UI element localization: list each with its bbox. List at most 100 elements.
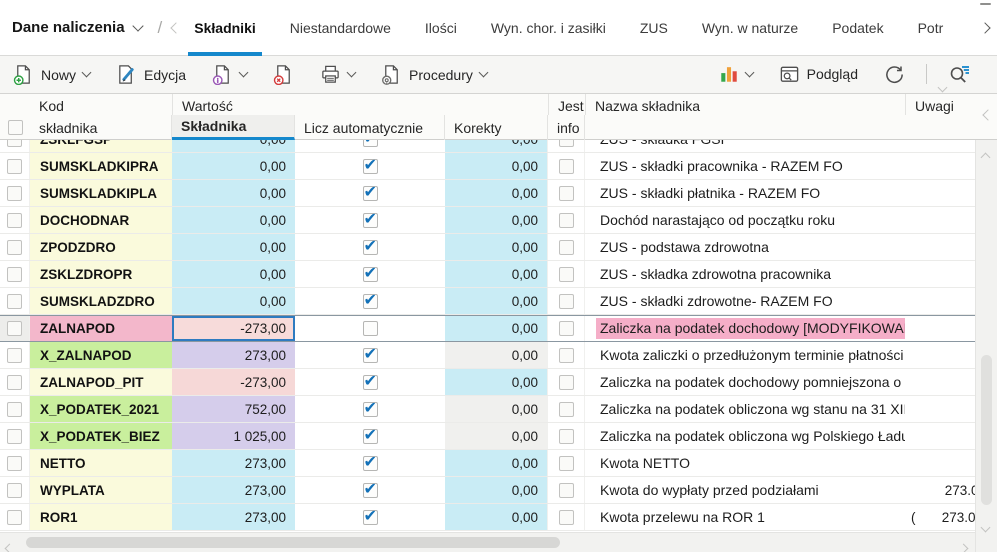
korekty-cell[interactable]: 0,00 [445, 140, 548, 152]
checkbox-icon[interactable] [362, 209, 378, 228]
nazwa-cell[interactable]: Kwota przelewu na ROR 1 [585, 504, 905, 530]
table-row[interactable]: ZPODZDRO 0,00 0,00 ZUS - podstawa zdrowo… [0, 234, 975, 261]
jest-info-cell[interactable] [548, 288, 585, 314]
wartosc-cell[interactable]: 0,00 [172, 234, 295, 260]
kod-cell[interactable]: ZALNAPOD [30, 316, 172, 341]
checkbox-icon[interactable] [362, 182, 378, 201]
licz-automatycznie-cell[interactable] [295, 342, 445, 368]
uwagi-cell[interactable] [905, 369, 975, 395]
jest-info-cell[interactable] [548, 234, 585, 260]
checkbox-icon[interactable] [7, 455, 22, 471]
column-header-jest[interactable]: Jest [548, 94, 585, 115]
column-header-nazwa[interactable]: Nazwa składnika [585, 94, 905, 115]
tab-potr[interactable]: Potr [917, 19, 944, 36]
checkbox-icon[interactable] [558, 455, 574, 471]
uwagi-cell[interactable] [905, 342, 975, 368]
table-row[interactable]: ZSKLFGSP 0,00 0,00 ZUS - składka FGSP [0, 140, 975, 153]
checkbox-icon[interactable] [558, 347, 574, 363]
scroll-down-icon[interactable] [980, 518, 991, 536]
uwagi-cell[interactable] [905, 396, 975, 422]
table-row[interactable]: SUMSKLADKIPLA 0,00 0,00 ZUS - składki pł… [0, 180, 975, 207]
jest-info-cell[interactable] [548, 450, 585, 476]
wartosc-cell[interactable]: -273,00 [172, 316, 295, 341]
horizontal-scrollbar[interactable] [0, 532, 975, 552]
row-select-cell[interactable] [0, 261, 30, 287]
jest-info-cell[interactable] [548, 153, 585, 179]
jest-info-cell[interactable] [548, 477, 585, 503]
checkbox-icon[interactable] [7, 185, 22, 201]
nazwa-cell[interactable]: Zaliczka na podatek obliczona wg stanu n… [585, 396, 905, 422]
wartosc-cell[interactable]: 273,00 [172, 450, 295, 476]
table-row[interactable]: NETTO 273,00 0,00 Kwota NETTO [0, 450, 975, 477]
kod-cell[interactable]: X_PODATEK_BIEZ [30, 423, 172, 449]
checkbox-icon[interactable] [362, 506, 378, 525]
nazwa-cell[interactable]: Zaliczka na podatek dochodowy pomniejszo… [585, 369, 905, 395]
new-button[interactable]: Nowy [4, 60, 99, 90]
context-dropdown[interactable]: Dane naliczenia [0, 19, 144, 36]
row-select-cell[interactable] [0, 316, 30, 341]
licz-automatycznie-cell[interactable] [295, 153, 445, 179]
column-header-kod-line2[interactable]: składnika [30, 115, 172, 140]
checkbox-icon[interactable] [7, 140, 22, 147]
nazwa-cell[interactable]: Kwota do wypłaty przed podziałami [585, 477, 905, 503]
korekty-cell[interactable]: 0,00 [445, 396, 548, 422]
checkbox-icon[interactable] [558, 321, 574, 336]
korekty-cell[interactable]: 0,00 [445, 450, 548, 476]
korekty-cell[interactable]: 0,00 [445, 423, 548, 449]
table-row[interactable]: ZSKLZDROPR 0,00 0,00 ZUS - składka zdrow… [0, 261, 975, 288]
row-select-cell[interactable] [0, 423, 30, 449]
checkbox-icon[interactable] [558, 293, 574, 309]
licz-automatycznie-cell[interactable] [295, 450, 445, 476]
nazwa-cell[interactable]: ZUS - podstawa zdrowotna [585, 234, 905, 260]
column-header-wartosc[interactable]: Wartość [172, 94, 548, 115]
wartosc-cell[interactable]: 0,00 [172, 180, 295, 206]
table-row[interactable]: SUMSKLADZDRO 0,00 0,00 ZUS - składki zdr… [0, 288, 975, 315]
preview-button[interactable]: Podgląd [770, 59, 867, 89]
jest-info-cell[interactable] [548, 504, 585, 530]
kod-cell[interactable]: NETTO [30, 450, 172, 476]
table-row[interactable]: ZALNAPOD_PIT -273,00 0,00 Zaliczka na po… [0, 369, 975, 396]
uwagi-cell[interactable] [905, 316, 975, 341]
tab-skladniki[interactable]: Składniki [188, 0, 263, 56]
jest-info-cell[interactable] [548, 423, 585, 449]
uwagi-cell[interactable] [905, 261, 975, 287]
toolbar-expand-chevron[interactable] [934, 76, 951, 96]
nazwa-cell[interactable]: ZUS - składka zdrowotna pracownika [585, 261, 905, 287]
checkbox-icon[interactable] [7, 347, 22, 363]
tab-ilosci[interactable]: Ilości [424, 19, 457, 36]
uwagi-cell[interactable] [905, 153, 975, 179]
checkbox-icon[interactable] [7, 321, 22, 336]
analytics-chart-button[interactable] [710, 59, 762, 89]
korekty-cell[interactable]: 0,00 [445, 369, 548, 395]
wartosc-cell[interactable]: 0,00 [172, 140, 295, 152]
korekty-cell[interactable]: 0,00 [445, 342, 548, 368]
checkbox-icon[interactable] [362, 344, 378, 363]
checkbox-icon[interactable] [558, 158, 574, 174]
kod-cell[interactable]: X_ZALNAPOD [30, 342, 172, 368]
uwagi-cell[interactable] [905, 140, 975, 152]
table-row[interactable]: ZALNAPOD -273,00 0,00 Zaliczka na podate… [0, 315, 975, 342]
nazwa-cell[interactable]: Kwota zaliczki o przedłużonym terminie p… [585, 342, 905, 368]
row-select-cell[interactable] [0, 396, 30, 422]
procedures-button[interactable]: Procedury [372, 60, 496, 90]
checkbox-icon[interactable] [362, 479, 378, 498]
wartosc-cell[interactable]: 752,00 [172, 396, 295, 422]
korekty-cell[interactable]: 0,00 [445, 261, 548, 287]
row-select-cell[interactable] [0, 153, 30, 179]
tab-niestandardowe[interactable]: Niestandardowe [289, 19, 391, 36]
checkbox-icon[interactable] [362, 321, 378, 336]
licz-automatycznie-cell[interactable] [295, 180, 445, 206]
jest-info-cell[interactable] [548, 207, 585, 233]
korekty-cell[interactable]: 0,00 [445, 207, 548, 233]
wartosc-cell[interactable]: 1 025,00 [172, 423, 295, 449]
delete-document-button[interactable] [264, 60, 303, 90]
tab-wyn-w-naturze[interactable]: Wyn. w naturze [701, 19, 799, 36]
column-header-skladnika[interactable]: Składnika [172, 115, 295, 140]
select-all-checkbox[interactable] [0, 115, 30, 140]
refresh-button[interactable] [875, 59, 914, 89]
row-select-cell[interactable] [0, 207, 30, 233]
licz-automatycznie-cell[interactable] [295, 140, 445, 152]
jest-info-cell[interactable] [548, 342, 585, 368]
checkbox-icon[interactable] [7, 401, 22, 417]
checkbox-icon[interactable] [558, 374, 574, 390]
